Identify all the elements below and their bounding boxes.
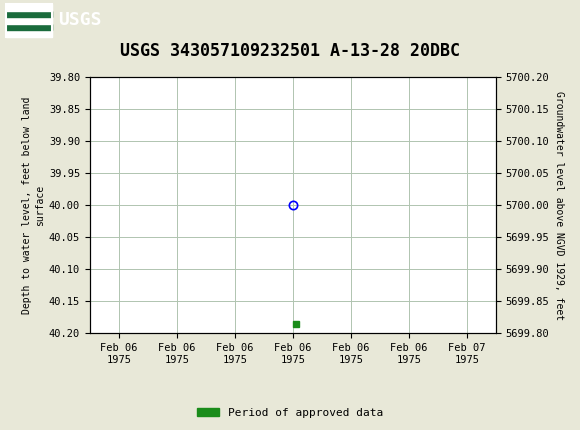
Text: USGS: USGS bbox=[58, 12, 102, 29]
Y-axis label: Groundwater level above NGVD 1929, feet: Groundwater level above NGVD 1929, feet bbox=[553, 91, 564, 320]
Bar bbox=[6, 4, 52, 37]
Bar bbox=[6, 24, 52, 30]
Y-axis label: Depth to water level, feet below land
surface: Depth to water level, feet below land su… bbox=[21, 97, 45, 314]
Bar bbox=[6, 4, 52, 11]
Bar bbox=[6, 11, 52, 17]
Bar bbox=[6, 30, 52, 37]
Legend: Period of approved data: Period of approved data bbox=[193, 403, 387, 422]
Bar bbox=[6, 17, 52, 24]
Text: USGS 343057109232501 A-13-28 20DBC: USGS 343057109232501 A-13-28 20DBC bbox=[120, 42, 460, 60]
